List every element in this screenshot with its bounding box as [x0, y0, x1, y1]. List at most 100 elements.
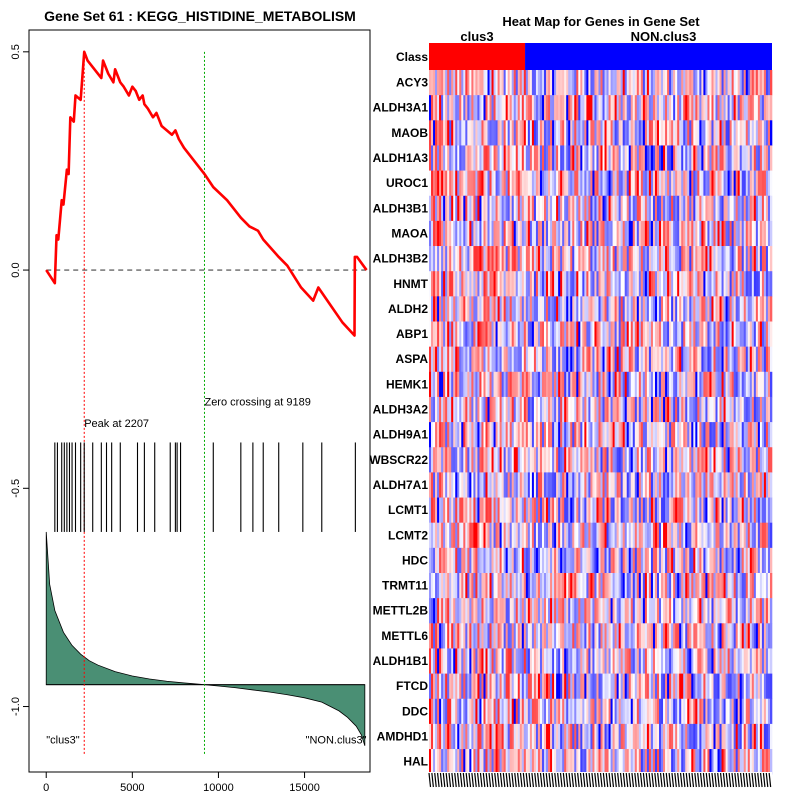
heatmap-cell	[513, 296, 517, 322]
heatmap-cell	[699, 170, 702, 197]
heatmap-cell	[642, 296, 646, 322]
heatmap-cell	[612, 120, 615, 146]
heatmap-cell	[709, 321, 712, 347]
heatmap-cell	[523, 195, 527, 222]
heatmap-cell	[667, 648, 670, 674]
heatmap-cell	[445, 70, 448, 96]
heatmap-cell	[628, 120, 632, 146]
heatmap-cell	[489, 220, 492, 247]
heatmap-cell	[537, 723, 541, 750]
heatmap-cell	[679, 698, 682, 725]
sample-tick	[648, 772, 652, 788]
heatmap-cell	[592, 422, 595, 448]
heatmap-cell	[709, 723, 712, 750]
heatmap-cell	[586, 648, 589, 674]
x-axis-tick-label: 5000	[120, 782, 144, 794]
sample-tick	[725, 772, 729, 788]
heatmap-cell	[471, 220, 474, 247]
heatmap-cell	[713, 547, 716, 574]
heatmap-cell	[665, 396, 668, 423]
heatmap-cell	[630, 220, 634, 247]
heatmap-cell	[509, 396, 513, 423]
heatmap-cell	[654, 195, 658, 222]
heatmap-row	[429, 573, 773, 599]
heatmap-cell	[537, 246, 541, 272]
heatmap-cell	[675, 195, 678, 222]
heatmap-cell	[614, 95, 617, 121]
heatmap-cell	[499, 472, 502, 498]
heatmap-cell	[632, 598, 636, 624]
heatmap-cell	[513, 246, 517, 272]
heatmap-cell	[578, 396, 581, 423]
heatmap-cell	[489, 120, 492, 146]
heatmap-cell	[685, 346, 688, 373]
heatmap-cell	[656, 321, 660, 347]
heatmap-cell	[435, 95, 438, 121]
heatmap-cell	[749, 447, 753, 473]
heatmap-cell	[598, 170, 601, 197]
heatmap-cell	[441, 321, 444, 347]
heatmap-cell	[479, 170, 482, 197]
heatmap-cell	[539, 598, 543, 624]
heatmap-cell	[556, 145, 559, 171]
heatmap-cell	[580, 346, 583, 373]
heatmap-cell	[654, 573, 658, 599]
heatmap-cell	[556, 723, 559, 750]
heatmap-cell	[527, 220, 531, 247]
heatmap-cell	[521, 321, 525, 347]
heatmap-cell	[687, 472, 690, 498]
heatmap-cell	[648, 497, 652, 523]
heatmap-cell	[521, 296, 525, 322]
heatmap-cell	[495, 472, 498, 498]
heatmap-cell	[459, 346, 462, 373]
heatmap-cell	[598, 447, 601, 473]
heatmap-cell	[606, 472, 609, 498]
heatmap-cell	[441, 371, 444, 398]
heatmap-cell	[497, 220, 500, 247]
heatmap-cell	[431, 170, 434, 197]
heatmap-cell	[544, 472, 547, 498]
heatmap-cell	[711, 271, 714, 297]
heatmap-cell	[544, 598, 547, 624]
heatmap-cell	[576, 296, 579, 322]
heatmap-cell	[608, 396, 611, 423]
heatmap-cell	[590, 598, 593, 624]
heatmap-cell	[544, 396, 547, 423]
heatmap-cell	[554, 145, 557, 171]
heatmap-cell	[769, 447, 773, 473]
heatmap-cell	[689, 145, 692, 171]
heatmap-cell	[491, 271, 494, 297]
gene-label: UROC1	[386, 176, 428, 190]
heatmap-cell	[598, 321, 601, 347]
heatmap-cell	[673, 497, 676, 523]
heatmap-cell	[439, 120, 442, 146]
heatmap-cell	[677, 271, 680, 297]
heatmap-cell	[723, 447, 726, 473]
heatmap-cell	[715, 497, 718, 523]
heatmap-cell	[636, 346, 640, 373]
heatmap-cell	[765, 220, 769, 247]
heatmap-cell	[705, 271, 708, 297]
heatmap-cell	[689, 598, 692, 624]
heatmap-cell	[493, 623, 496, 649]
heatmap-cell	[550, 472, 553, 498]
heatmap-cell	[463, 296, 466, 322]
heatmap-cell	[582, 170, 585, 197]
heatmap-cell	[485, 723, 488, 750]
heatmap-cell	[638, 145, 642, 171]
sample-tick	[708, 772, 712, 788]
heatmap-cell	[691, 673, 694, 700]
heatmap-cell	[679, 220, 682, 247]
heatmap-cell	[473, 723, 476, 750]
heatmap-cell	[729, 271, 732, 297]
heatmap-cell	[717, 648, 720, 674]
heatmap-cell	[689, 447, 692, 473]
heatmap-cell	[681, 271, 684, 297]
heatmap-cell	[675, 145, 678, 171]
heatmap-cell	[707, 220, 710, 247]
heatmap-cell	[654, 70, 658, 96]
heatmap-cell	[552, 321, 555, 347]
heatmap-cell	[519, 371, 523, 398]
heatmap-cell	[679, 296, 682, 322]
heatmap-cell	[489, 573, 492, 599]
